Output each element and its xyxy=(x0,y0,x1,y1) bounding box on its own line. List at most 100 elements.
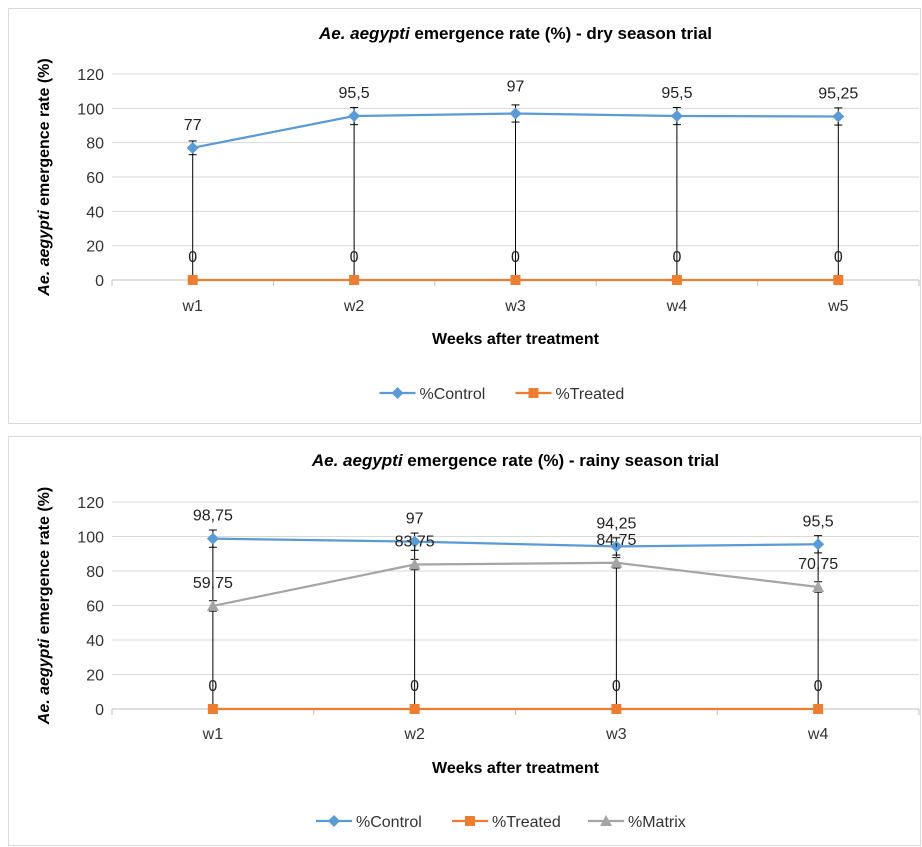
y-tick-label: 100 xyxy=(77,530,104,547)
data-label: 97 xyxy=(406,511,424,528)
y-tick-label: 120 xyxy=(77,67,104,84)
data-point-treated xyxy=(833,275,844,285)
data-label: 0 xyxy=(350,249,359,266)
x-tick-label: w1 xyxy=(202,726,224,743)
data-point-treated xyxy=(409,704,420,714)
series-line-control xyxy=(212,537,819,548)
data-point-control xyxy=(670,110,683,123)
x-tick-label: w2 xyxy=(343,298,365,315)
y-tick-label: 40 xyxy=(86,633,104,650)
rainy-season-chart: Ae. aegypti emergence rate (%) - rainy s… xyxy=(36,451,920,831)
data-label: 0 xyxy=(208,678,217,695)
x-tick-label: w4 xyxy=(807,726,829,743)
data-point-treated xyxy=(611,704,622,714)
data-label: 94,25 xyxy=(596,515,636,532)
data-label: 0 xyxy=(814,678,823,695)
y-tick-label: 100 xyxy=(77,101,104,118)
chart-title-italic: Ae. aegypti xyxy=(318,24,411,43)
y-tick-label: 60 xyxy=(86,599,104,616)
y-axis-title: Ae. aegypti emergence rate (%) xyxy=(36,487,53,725)
data-label: 0 xyxy=(511,249,520,266)
y-axis-title-rest: emergence rate (%) xyxy=(36,487,53,639)
data-label: 77 xyxy=(184,117,202,134)
y-axis-title-italic: Ae. aegypti xyxy=(36,638,53,725)
data-label: 0 xyxy=(612,678,621,695)
chart-title-rest: emergence rate (%) - dry season trial xyxy=(410,24,712,43)
series-line-matrix xyxy=(212,561,819,608)
legend-marker xyxy=(600,815,612,826)
data-label: 83,75 xyxy=(395,534,435,551)
data-label: 95,5 xyxy=(803,513,834,530)
x-tick-label: w3 xyxy=(504,298,526,315)
data-point-control xyxy=(186,141,199,154)
data-point-treated xyxy=(349,275,360,285)
data-point-control xyxy=(610,540,623,553)
y-tick-label: 0 xyxy=(95,273,104,290)
x-tick-label: w4 xyxy=(666,298,688,315)
legend-item-control: %Control xyxy=(379,386,486,403)
y-tick-label: 40 xyxy=(86,204,104,221)
legend-item-control: %Control xyxy=(316,814,422,831)
y-tick-label: 120 xyxy=(77,495,104,512)
legend-marker xyxy=(465,816,475,826)
chart-title-italic: Ae. aegypti xyxy=(311,451,404,470)
data-point-control xyxy=(408,535,421,548)
data-point-treated xyxy=(671,275,682,285)
data-point-control xyxy=(832,110,845,123)
x-axis-title: Weeks after treatment xyxy=(432,760,600,777)
data-label: 0 xyxy=(410,678,419,695)
legend-item-matrix: %Matrix xyxy=(588,814,686,831)
data-point-control xyxy=(206,532,219,545)
data-point-treated xyxy=(207,704,218,714)
legend-item-treated: %Treated xyxy=(515,386,625,403)
legend-item-treated: %Treated xyxy=(452,814,561,831)
data-label: 0 xyxy=(188,249,197,266)
data-point-matrix xyxy=(206,599,219,611)
y-tick-label: 80 xyxy=(86,564,104,581)
data-label: 84,75 xyxy=(596,532,636,549)
chart-panel-dry-season: Ae. aegypti emergence rate (%) - dry sea… xyxy=(8,8,921,424)
legend-label: %Treated xyxy=(492,814,561,831)
data-point-control xyxy=(348,110,361,123)
data-label: 0 xyxy=(834,249,843,266)
legend-label: %Control xyxy=(420,386,486,403)
chart-panel-rainy-season: Ae. aegypti emergence rate (%) - rainy s… xyxy=(8,436,921,846)
data-point-matrix xyxy=(408,558,421,570)
legend-label: %Matrix xyxy=(628,814,686,831)
y-tick-label: 80 xyxy=(86,136,104,153)
x-tick-label: w3 xyxy=(605,726,627,743)
x-axis-title: Weeks after treatment xyxy=(432,331,600,348)
dry-season-chart: Ae. aegypti emergence rate (%) - dry sea… xyxy=(36,24,920,403)
data-label: 97 xyxy=(507,78,525,95)
data-label: 70,75 xyxy=(798,556,838,573)
data-point-treated xyxy=(510,275,521,285)
data-label: 98,75 xyxy=(193,508,233,525)
data-label: 95,25 xyxy=(818,85,858,102)
chart-title: Ae. aegypti emergence rate (%) - dry sea… xyxy=(318,24,712,43)
y-tick-label: 0 xyxy=(95,702,104,719)
legend-marker xyxy=(328,815,340,827)
data-point-treated xyxy=(187,275,198,285)
data-label: 0 xyxy=(672,249,681,266)
chart-title-rest: emergence rate (%) - rainy season trial xyxy=(403,451,720,470)
data-point-control xyxy=(509,107,522,120)
x-tick-label: w2 xyxy=(403,726,425,743)
y-axis-title-rest: emergence rate (%) xyxy=(36,58,53,210)
legend-label: %Control xyxy=(356,814,422,831)
chart-title: Ae. aegypti emergence rate (%) - rainy s… xyxy=(311,451,719,470)
y-axis-title-italic: Ae. aegypti xyxy=(36,210,53,297)
data-point-matrix xyxy=(610,556,623,568)
y-tick-label: 20 xyxy=(86,239,104,256)
data-label: 95,5 xyxy=(661,85,692,102)
data-point-matrix xyxy=(812,580,825,592)
x-tick-label: w5 xyxy=(827,298,849,315)
data-label: 59,75 xyxy=(193,575,233,592)
legend-label: %Treated xyxy=(556,386,625,403)
data-label: 95,5 xyxy=(339,85,370,102)
y-tick-label: 20 xyxy=(86,668,104,685)
data-point-treated xyxy=(813,704,824,714)
y-tick-label: 60 xyxy=(86,170,104,187)
legend-marker xyxy=(391,387,404,399)
y-axis-title: Ae. aegypti emergence rate (%) xyxy=(36,58,53,296)
x-tick-label: w1 xyxy=(181,298,203,315)
